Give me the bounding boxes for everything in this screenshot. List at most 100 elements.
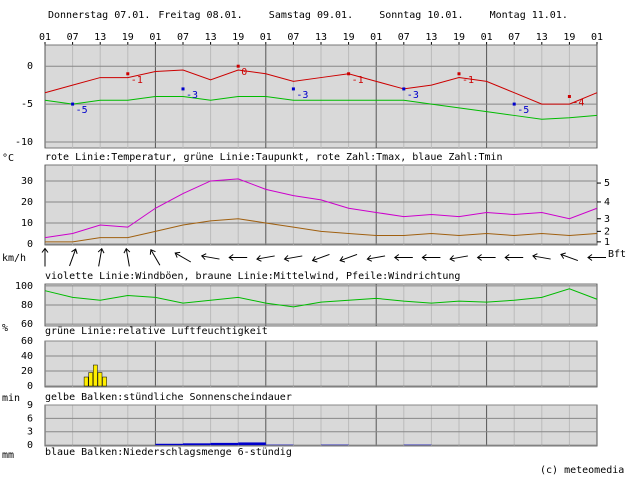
y-axis-unit: min bbox=[2, 393, 20, 404]
y2-tick-label: 4 bbox=[604, 197, 610, 208]
day-label: Sonntag 10.01. bbox=[379, 10, 463, 21]
wind-arrow bbox=[587, 254, 606, 261]
bar bbox=[88, 372, 94, 387]
wind-arrow bbox=[421, 254, 441, 261]
x-tick-label: 01 bbox=[370, 32, 382, 43]
x-tick-label: 07 bbox=[67, 32, 79, 43]
y2-tick-label: 3 bbox=[604, 214, 610, 225]
tmax-label: -4 bbox=[572, 98, 584, 109]
wind-arrow bbox=[366, 255, 386, 262]
wind-arrow bbox=[256, 255, 275, 262]
tmin-marker bbox=[71, 102, 75, 106]
y-axis-unit: mm bbox=[2, 450, 14, 461]
wind-arrow bbox=[476, 254, 496, 261]
tmin-marker bbox=[402, 87, 406, 91]
y-tick-label: 20 bbox=[21, 366, 33, 377]
day-label: Freitag 08.01. bbox=[158, 10, 242, 21]
x-tick-label: 13 bbox=[536, 32, 548, 43]
wind-arrow bbox=[97, 247, 105, 267]
series-line bbox=[44, 96, 598, 120]
x-tick-label: 01 bbox=[39, 32, 51, 43]
copyright: (c) meteomedia bbox=[540, 465, 624, 476]
wind-arrow bbox=[174, 251, 192, 263]
y-tick-label: 3 bbox=[27, 427, 33, 438]
caption: grüne Linie:relative Luftfeuchtigkeit bbox=[45, 326, 268, 337]
y-tick-label: 10 bbox=[21, 218, 33, 229]
wind-arrow bbox=[393, 254, 413, 261]
tmin-label: -3 bbox=[186, 90, 198, 101]
tmax-marker bbox=[347, 72, 351, 76]
tmin-marker bbox=[181, 87, 185, 91]
y-tick-label: 30 bbox=[21, 176, 33, 187]
series-line bbox=[45, 218, 598, 243]
y-axis-unit: km/h bbox=[2, 253, 26, 264]
wind-arrow bbox=[504, 254, 524, 261]
wind-arrow bbox=[339, 253, 358, 263]
bar bbox=[93, 364, 98, 387]
day-label: Montag 11.01. bbox=[490, 10, 568, 21]
wind-arrow bbox=[449, 255, 468, 262]
tmax-marker bbox=[126, 72, 130, 76]
y-tick-label: 40 bbox=[21, 351, 33, 362]
x-tick-label: 01 bbox=[591, 32, 603, 43]
wind-arrow bbox=[149, 248, 161, 266]
bar bbox=[183, 443, 211, 446]
tmax-label: -1 bbox=[352, 75, 364, 86]
bar bbox=[83, 376, 89, 387]
y-tick-label: 60 bbox=[21, 319, 33, 330]
y2-tick-label: 2 bbox=[604, 226, 610, 237]
y-axis-unit: °C bbox=[2, 153, 14, 164]
x-tick-label: 13 bbox=[205, 32, 217, 43]
x-tick-label: 13 bbox=[425, 32, 437, 43]
y-axis-unit: % bbox=[2, 323, 8, 334]
wind-arrow bbox=[228, 254, 248, 261]
y-tick-label: 100 bbox=[15, 281, 33, 292]
x-tick-label: 19 bbox=[232, 32, 244, 43]
tmin-label: -3 bbox=[407, 90, 419, 101]
y-tick-label: 9 bbox=[27, 400, 33, 411]
bar bbox=[102, 376, 107, 387]
series-line bbox=[44, 69, 598, 105]
y2-tick-label: 1 bbox=[604, 237, 610, 248]
day-label: Donnerstag 07.01. bbox=[48, 10, 150, 21]
tmin-label: -3 bbox=[296, 90, 308, 101]
wind-arrow bbox=[41, 247, 49, 267]
x-tick-label: 01 bbox=[260, 32, 272, 43]
day-label: Samstag 09.01. bbox=[269, 10, 353, 21]
x-tick-label: 07 bbox=[287, 32, 299, 43]
caption: rote Linie:Temperatur, grüne Linie:Taupu… bbox=[45, 152, 503, 163]
y-tick-label: 0 bbox=[27, 61, 33, 72]
series-line bbox=[44, 288, 598, 308]
tmax-marker bbox=[457, 72, 461, 76]
tmax-label: -1 bbox=[462, 75, 474, 86]
x-tick-label: 01 bbox=[149, 32, 161, 43]
wind-arrow bbox=[69, 248, 78, 267]
y-tick-label: 60 bbox=[21, 336, 33, 347]
y2-axis-unit: Bft bbox=[608, 249, 626, 260]
x-tick-label: 19 bbox=[453, 32, 465, 43]
y2-tick-label: 5 bbox=[604, 178, 610, 189]
tmax-label: 0 bbox=[241, 67, 247, 78]
tmax-marker bbox=[567, 95, 571, 98]
y-tick-label: 0 bbox=[27, 440, 33, 451]
wind-arrow bbox=[123, 247, 131, 267]
y-tick-label: 0 bbox=[27, 239, 33, 250]
bar bbox=[238, 442, 266, 446]
series-line bbox=[44, 178, 598, 239]
y-tick-label: 80 bbox=[21, 300, 33, 311]
x-tick-label: 19 bbox=[122, 32, 134, 43]
x-tick-label: 07 bbox=[398, 32, 410, 43]
y-tick-label: 20 bbox=[21, 197, 33, 208]
tmin-label: -5 bbox=[517, 105, 529, 116]
tmin-label: -5 bbox=[76, 105, 88, 116]
wind-arrow bbox=[200, 253, 220, 260]
tmin-marker bbox=[512, 102, 516, 106]
x-tick-label: 07 bbox=[508, 32, 520, 43]
wind-arrow bbox=[532, 253, 551, 260]
y-tick-label: -5 bbox=[21, 99, 33, 110]
tmin-marker bbox=[291, 87, 295, 91]
x-tick-label: 13 bbox=[315, 32, 327, 43]
caption: blaue Balken:Niederschlagsmenge 6-stündi… bbox=[45, 447, 292, 458]
tmax-label: -1 bbox=[131, 75, 143, 86]
